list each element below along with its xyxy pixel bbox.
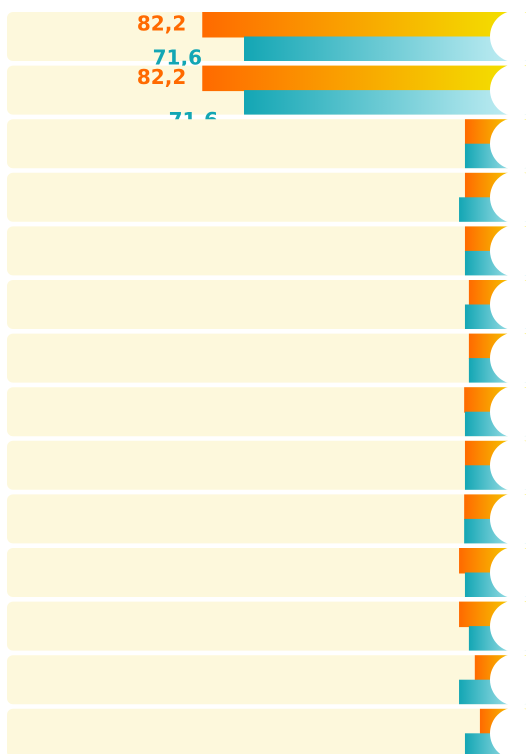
row-panel — [7, 280, 526, 329]
value-label: 71,6 — [153, 46, 202, 70]
value-label: 82,2 — [137, 12, 186, 36]
row-knob — [490, 707, 526, 754]
bar — [244, 36, 526, 61]
row-knob — [490, 653, 526, 706]
row-panel — [7, 494, 526, 544]
row-knob — [490, 332, 526, 385]
row-panel — [7, 548, 526, 597]
row-panel — [7, 226, 526, 276]
row-panel — [7, 655, 526, 705]
row-knob — [490, 439, 526, 492]
bar — [202, 65, 526, 92]
bar — [244, 90, 526, 115]
row-panel — [7, 387, 526, 437]
value-label: 82,2 — [137, 65, 186, 89]
row-knob — [490, 171, 526, 224]
row-knob — [490, 385, 526, 438]
bar — [202, 12, 526, 38]
row-knob — [490, 492, 526, 545]
row-knob — [490, 600, 526, 653]
row-knob — [490, 224, 526, 277]
row-panel — [7, 119, 526, 169]
row-panel — [7, 172, 526, 222]
row-panel — [7, 333, 526, 383]
row-knob — [490, 64, 526, 117]
row-panel — [7, 708, 526, 754]
row-knob — [490, 546, 526, 599]
row-knob — [490, 10, 526, 63]
row-panel — [7, 601, 526, 651]
row-panel — [7, 440, 526, 490]
row-knob — [490, 278, 526, 331]
row-knob — [490, 117, 526, 170]
